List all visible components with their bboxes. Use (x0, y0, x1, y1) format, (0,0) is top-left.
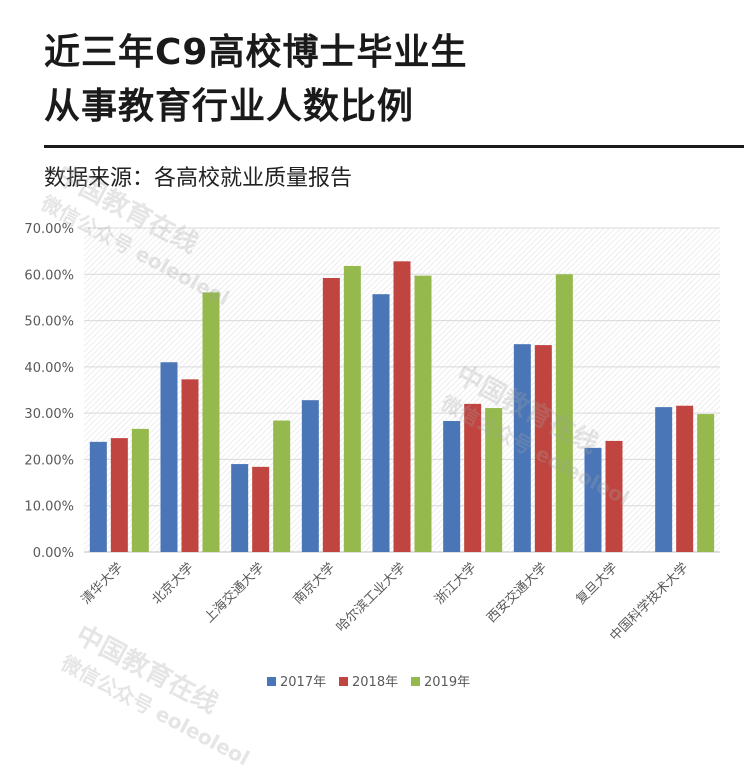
bar (160, 362, 178, 552)
chart-title: 近三年C9高校博士毕业生 从事教育行业人数比例 (44, 26, 467, 134)
legend-swatch (411, 677, 420, 686)
bar (605, 440, 623, 552)
x-tick-label: 南京大学 (290, 560, 338, 608)
bar (131, 428, 149, 552)
bar (343, 265, 361, 552)
y-tick-label: 0.00% (33, 546, 74, 561)
bar (181, 379, 199, 552)
legend-label: 2019年 (424, 675, 470, 690)
bar (676, 405, 694, 552)
bar (414, 275, 432, 552)
x-tick-label: 浙江大学 (431, 560, 479, 608)
x-tick-label: 西安交通大学 (484, 560, 550, 626)
title-divider (44, 145, 744, 148)
y-tick-label: 70.00% (24, 222, 74, 237)
bar-chart: 0.00% 10.00% 20.00% 30.00% 40.00% 50.00% 60.00… (24, 222, 720, 690)
y-tick-label: 10.00% (24, 500, 74, 515)
bar (202, 292, 220, 552)
y-tick-label: 30.00% (24, 407, 74, 422)
legend-swatch (339, 677, 348, 686)
y-axis-ticks: 0.00% 10.00% 20.00% 30.00% 40.00% 50.00% 60.00… (24, 222, 74, 561)
bar (697, 414, 715, 552)
y-tick-label: 60.00% (24, 268, 74, 283)
x-tick-label: 清华大学 (78, 560, 126, 608)
bar (555, 274, 573, 552)
bar (534, 345, 552, 552)
bar (584, 447, 602, 552)
legend-swatch (267, 677, 276, 686)
x-tick-label: 复旦大学 (573, 560, 621, 608)
legend-label: 2017年 (280, 675, 326, 690)
y-tick-label: 40.00% (24, 361, 74, 376)
bar (443, 421, 461, 552)
bar (110, 438, 128, 552)
bar (322, 277, 340, 552)
bar (655, 407, 673, 552)
title-line-1: 近三年C9高校博士毕业生 (44, 32, 468, 73)
bar (372, 294, 390, 552)
x-tick-label: 哈尔滨工业大学 (333, 560, 409, 636)
bar (513, 344, 531, 552)
y-tick-label: 50.00% (24, 315, 74, 330)
bar (464, 403, 482, 552)
bars (89, 261, 715, 552)
bar (252, 466, 270, 552)
legend-label: 2018年 (352, 675, 398, 690)
bar (89, 441, 107, 552)
bar (273, 420, 291, 552)
bar (485, 408, 503, 552)
bar (393, 261, 411, 552)
y-tick-label: 20.00% (24, 453, 74, 468)
x-tick-label: 上海交通大学 (201, 560, 267, 626)
x-tick-label: 北京大学 (149, 560, 197, 608)
legend: 2017年 2018年 2019年 (267, 675, 470, 690)
bar (301, 400, 319, 552)
bar (231, 464, 249, 552)
data-source: 数据来源：各高校就业质量报告 (44, 166, 353, 191)
title-line-2: 从事教育行业人数比例 (44, 86, 415, 127)
